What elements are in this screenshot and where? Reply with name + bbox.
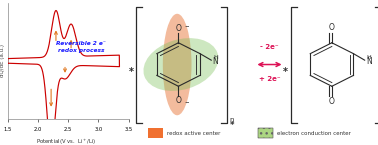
Text: n: n [229, 117, 234, 123]
Bar [149, 128, 163, 138]
Text: −: − [185, 24, 189, 29]
Text: O: O [175, 24, 181, 33]
Y-axis label: dQ/dE (a.u.): dQ/dE (a.u.) [0, 44, 5, 77]
Text: *: * [129, 67, 133, 77]
Text: electron conduction center: electron conduction center [277, 131, 351, 136]
Ellipse shape [163, 14, 192, 115]
Text: *: * [230, 121, 234, 130]
Bar [258, 128, 273, 138]
Text: O: O [329, 23, 335, 32]
Text: Potential(V vs.  Li$^+$/Li): Potential(V vs. Li$^+$/Li) [36, 137, 96, 145]
Text: + 2e⁻: + 2e⁻ [259, 76, 280, 82]
Text: N: N [366, 57, 372, 66]
Text: *: * [283, 67, 288, 77]
Text: O: O [175, 96, 181, 105]
Text: H: H [213, 55, 218, 60]
Ellipse shape [143, 38, 218, 91]
Text: O: O [329, 97, 335, 106]
Text: redox active center: redox active center [167, 131, 221, 136]
Text: H: H [367, 55, 372, 60]
Bar [258, 128, 273, 138]
Text: N: N [212, 57, 218, 66]
Text: Reversible 2 e⁻
redox process: Reversible 2 e⁻ redox process [56, 41, 106, 53]
Text: - 2e⁻: - 2e⁻ [260, 44, 279, 50]
Text: −: − [185, 99, 189, 104]
